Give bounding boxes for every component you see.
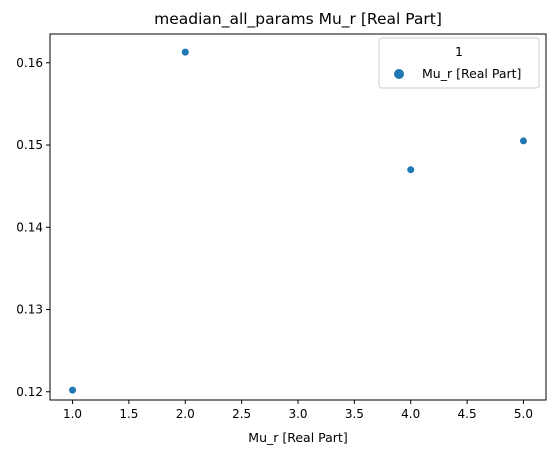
x-tick-label: 2.5: [232, 407, 251, 421]
x-tick-label: 4.5: [458, 407, 477, 421]
data-point: [181, 48, 189, 56]
x-tick-label: 1.0: [63, 407, 82, 421]
plot-area: 1.0 1.5 2.0 2.5 3.0 3.5 4.0 4.5 5.0 0.12 0.13 0.14 0…: [16, 33, 547, 421]
x-tick-label: 2.0: [176, 407, 195, 421]
x-tick-label: 3.0: [288, 407, 307, 421]
data-point: [519, 137, 527, 145]
legend-label: Mu_r [Real Part]: [422, 66, 521, 81]
legend-frame: [378, 37, 540, 89]
data-point: [407, 166, 415, 174]
y-tick-label: 0.12: [16, 385, 43, 399]
y-tick-label: 0.13: [16, 303, 43, 317]
x-tick-label: 4.0: [401, 407, 420, 421]
x-axis-label: Mu_r [Real Part]: [248, 430, 347, 445]
legend-title: 1: [455, 44, 463, 59]
chart-title: meadian_all_params Mu_r [Real Part]: [154, 10, 442, 29]
plot-frame: [49, 33, 547, 401]
x-tick-label: 3.5: [345, 407, 364, 421]
legend: 1 Mu_r [Real Part]: [378, 37, 540, 89]
x-tick-label: 1.5: [119, 407, 138, 421]
x-tick-label: 5.0: [514, 407, 533, 421]
legend-marker: [394, 69, 404, 79]
y-tick-label: 0.14: [16, 220, 43, 234]
data-point: [69, 386, 77, 394]
y-tick-label: 0.16: [16, 56, 43, 70]
y-tick-label: 0.15: [16, 138, 43, 152]
